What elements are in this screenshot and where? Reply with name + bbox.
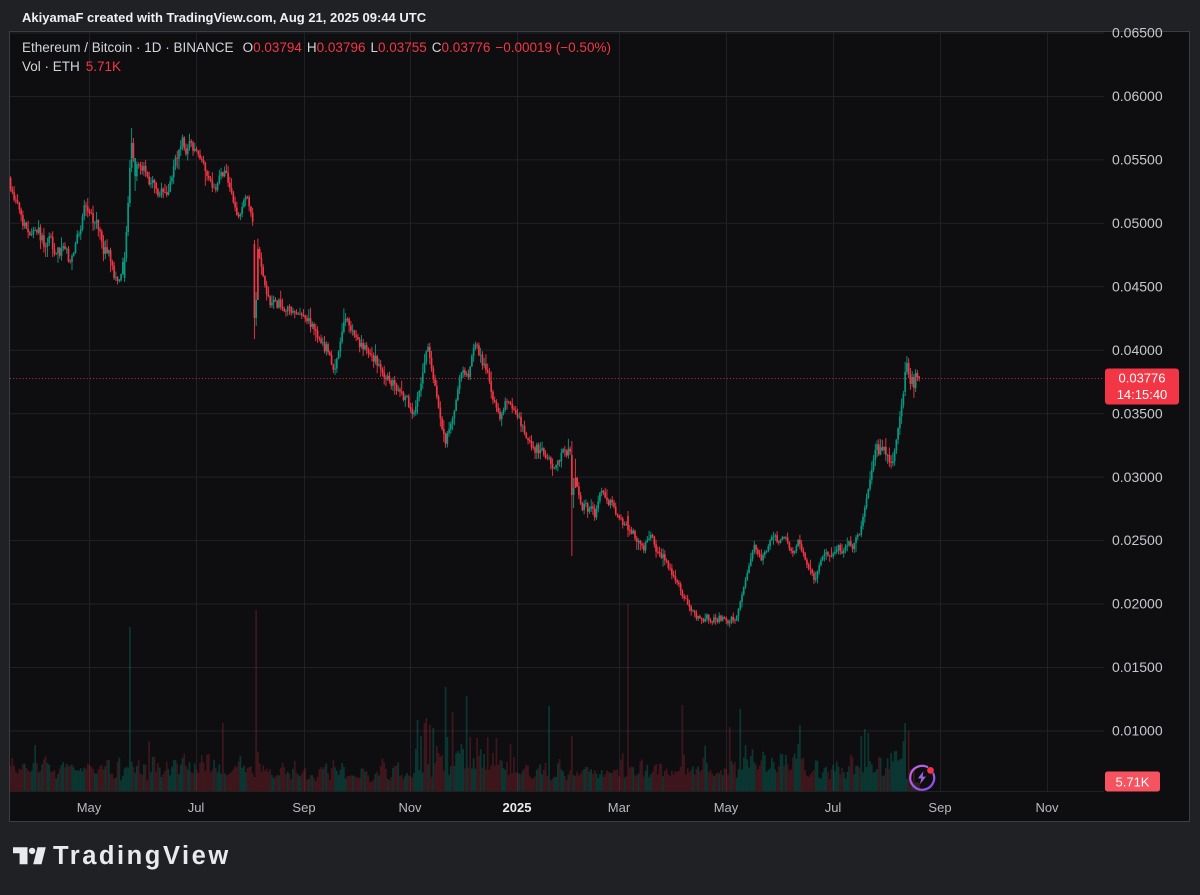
svg-text:0.01500: 0.01500 — [1112, 659, 1163, 675]
svg-text:Ethereum / Bitcoin · 1D · BINA: Ethereum / Bitcoin · 1D · BINANCE O0.0379… — [22, 40, 611, 55]
svg-text:14:15:40: 14:15:40 — [1117, 387, 1168, 402]
svg-text:0.03500: 0.03500 — [1112, 405, 1163, 421]
svg-text:May: May — [714, 800, 739, 815]
svg-text:Nov: Nov — [398, 800, 422, 815]
svg-text:0.04000: 0.04000 — [1112, 342, 1163, 358]
svg-text:0.05500: 0.05500 — [1112, 152, 1163, 168]
svg-text:Sep: Sep — [292, 800, 315, 815]
svg-text:Jul: Jul — [825, 800, 842, 815]
svg-text:Sep: Sep — [928, 800, 951, 815]
svg-text:0.06000: 0.06000 — [1112, 88, 1163, 104]
svg-text:0.05000: 0.05000 — [1112, 215, 1163, 231]
svg-text:0.02000: 0.02000 — [1112, 596, 1163, 612]
svg-text:TradingView: TradingView — [53, 842, 231, 870]
svg-text:AkiyamaF created with TradingV: AkiyamaF created with TradingView.com, A… — [22, 10, 427, 25]
svg-text:0.03776: 0.03776 — [1119, 371, 1166, 386]
svg-text:0.02500: 0.02500 — [1112, 532, 1163, 548]
svg-text:0.06500: 0.06500 — [1112, 25, 1163, 41]
svg-text:2025: 2025 — [503, 800, 532, 815]
svg-text:Mar: Mar — [608, 800, 631, 815]
svg-text:May: May — [77, 800, 102, 815]
svg-text:0.04500: 0.04500 — [1112, 278, 1163, 294]
svg-text:5.71K: 5.71K — [1116, 775, 1150, 790]
svg-text:Jul: Jul — [188, 800, 205, 815]
svg-text:Nov: Nov — [1035, 800, 1059, 815]
svg-text:0.01000: 0.01000 — [1112, 723, 1163, 739]
svg-text:0.03000: 0.03000 — [1112, 469, 1163, 485]
